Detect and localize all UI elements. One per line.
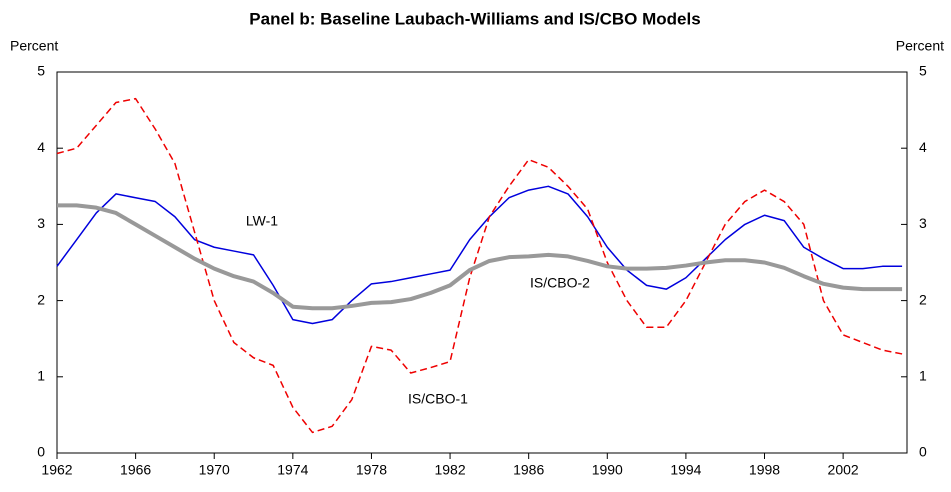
x-tick-label: 1962 <box>41 462 72 478</box>
y2-tick-label: 5 <box>919 63 927 79</box>
series-label: LW-1 <box>246 213 278 229</box>
y-tick-label: 5 <box>37 63 45 79</box>
x-tick-label: 1986 <box>513 462 544 478</box>
x-tick-label: 1974 <box>277 462 308 478</box>
y2-tick-label: 0 <box>919 444 927 460</box>
y-tick-label: 0 <box>37 444 45 460</box>
x-tick-label: 1978 <box>356 462 387 478</box>
x-tick-label: 1966 <box>120 462 151 478</box>
y-axis-label: Percent <box>10 38 58 54</box>
y-tick-label: 2 <box>37 291 45 307</box>
y2-tick-label: 1 <box>919 368 927 384</box>
x-tick-label: 1990 <box>592 462 623 478</box>
series-line <box>56 185 903 325</box>
x-tick-label: 2002 <box>828 462 859 478</box>
x-tick-label: 1998 <box>749 462 780 478</box>
x-tick-label: 1970 <box>199 462 230 478</box>
series-label: IS/CBO-2 <box>530 275 590 291</box>
x-tick-label: 1982 <box>434 462 465 478</box>
chart-title: Panel b: Baseline Laubach-Williams and I… <box>249 9 700 28</box>
series-line <box>56 97 903 434</box>
y-tick-label: 1 <box>37 368 45 384</box>
series-line <box>57 203 903 311</box>
x-tick-label: 1994 <box>670 462 701 478</box>
y-tick-label: 3 <box>37 215 45 231</box>
y2-tick-label: 2 <box>919 291 927 307</box>
series-label: IS/CBO-1 <box>408 391 468 407</box>
plot-frame <box>56 71 908 454</box>
y-tick-label: 4 <box>37 139 45 155</box>
y2-axis-label: Percent <box>896 38 944 54</box>
y2-tick-label: 3 <box>919 215 927 231</box>
y2-tick-label: 4 <box>919 139 927 155</box>
